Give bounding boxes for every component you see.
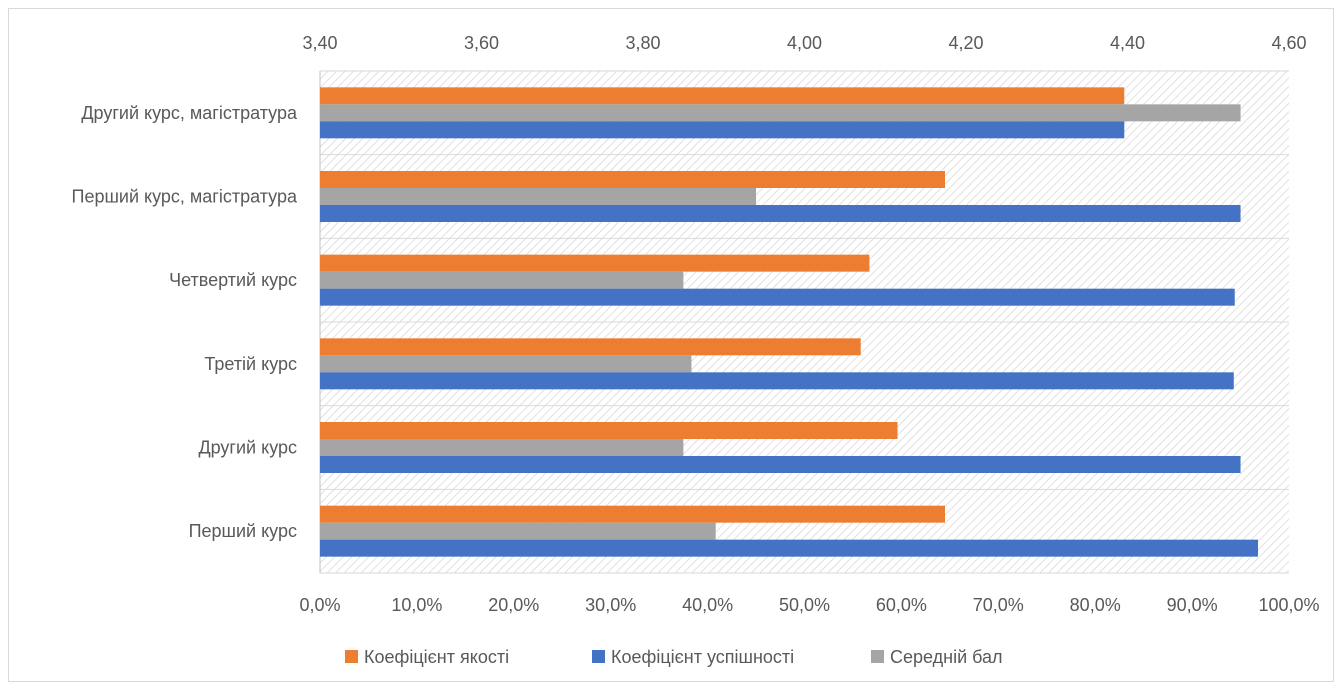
bar — [320, 439, 684, 456]
category-label: Четвертий курс — [169, 270, 297, 290]
primary-tick-label: 20,0% — [488, 595, 539, 615]
secondary-tick-label: 4,60 — [1271, 33, 1306, 53]
bars — [320, 87, 1258, 557]
bar — [320, 254, 870, 272]
primary-tick-label: 0,0% — [299, 595, 340, 615]
legend: Коефіцієнт якості Коефіцієнт успішності Се… — [345, 647, 1003, 667]
bar — [320, 87, 1125, 105]
primary-tick-label: 70,0% — [973, 595, 1024, 615]
legend-swatch — [345, 650, 358, 663]
gridlines — [319, 70, 1289, 574]
bar — [320, 372, 1234, 390]
secondary-tick-label: 4,40 — [1110, 33, 1145, 53]
secondary-tick-label: 3,40 — [302, 33, 337, 53]
bar — [320, 422, 898, 439]
primary-tick-label: 10,0% — [391, 595, 442, 615]
primary-tick-label: 30,0% — [585, 595, 636, 615]
category-label: Третій курс — [204, 354, 297, 374]
bar — [320, 505, 946, 523]
bar — [320, 104, 1241, 122]
secondary-tick-label: 4,00 — [787, 33, 822, 53]
primary-tick-label: 80,0% — [1070, 595, 1121, 615]
primary-tick-label: 60,0% — [876, 595, 927, 615]
bar — [320, 171, 946, 188]
bar — [320, 288, 1235, 306]
legend-label: Коефіцієнт якості — [364, 647, 509, 667]
legend-swatch — [592, 650, 605, 663]
bar — [320, 121, 1125, 139]
bar — [320, 539, 1258, 557]
bar — [320, 338, 861, 356]
legend-label: Середній бал — [890, 647, 1003, 667]
primary-tick-label: 100,0% — [1258, 595, 1319, 615]
primary-x-axis: 0,0% 10,0% 20,0% 30,0% 40,0% 50,0% 60,0% 70,0% 8… — [299, 595, 1319, 615]
bar — [320, 188, 757, 205]
category-axis: Другий курс, магістратура Перший курс, ма… — [72, 103, 298, 541]
primary-tick-label: 90,0% — [1167, 595, 1218, 615]
category-label: Перший курс, магістратура — [72, 187, 298, 207]
bar — [320, 271, 684, 289]
bar — [320, 205, 1241, 222]
secondary-tick-label: 4,20 — [948, 33, 983, 53]
bar — [320, 522, 716, 540]
bar — [320, 355, 692, 373]
category-label: Другий курс, магістратура — [81, 103, 298, 123]
secondary-x-axis: 3,40 3,60 3,80 4,00 4,20 4,40 4,60 — [302, 33, 1306, 53]
primary-tick-label: 40,0% — [682, 595, 733, 615]
legend-label: Коефіцієнт успішності — [611, 647, 794, 667]
category-label: Перший курс — [189, 521, 297, 541]
bar — [320, 456, 1241, 473]
secondary-tick-label: 3,60 — [464, 33, 499, 53]
secondary-tick-label: 3,80 — [625, 33, 660, 53]
primary-tick-label: 50,0% — [779, 595, 830, 615]
legend-swatch — [871, 650, 884, 663]
category-label: Другий курс — [198, 438, 297, 458]
